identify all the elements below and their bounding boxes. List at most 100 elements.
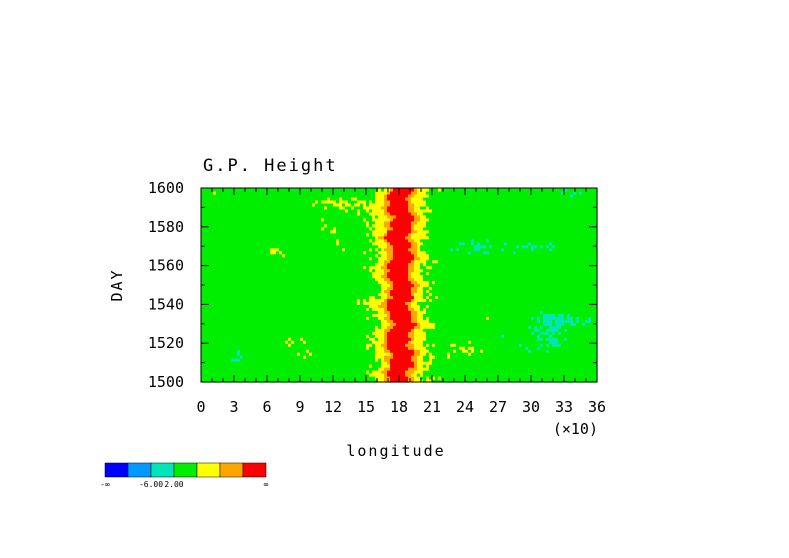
heatmap-cell	[390, 310, 394, 314]
heatmap-cell	[318, 307, 322, 311]
heatmap-cell	[576, 364, 580, 368]
heatmap-cell	[537, 361, 541, 365]
heatmap-cell	[441, 361, 445, 365]
heatmap-cell	[357, 310, 361, 314]
heatmap-cell	[405, 310, 409, 314]
heatmap-cell	[504, 271, 508, 276]
heatmap-cell	[264, 319, 268, 323]
heatmap-cell	[468, 343, 472, 347]
heatmap-cell	[216, 274, 220, 279]
heatmap-cell	[579, 286, 583, 291]
heatmap-cell	[297, 331, 301, 335]
heatmap-cell	[534, 355, 538, 359]
heatmap-cell	[309, 376, 313, 380]
heatmap-cell	[504, 298, 508, 303]
heatmap-cell	[540, 325, 544, 329]
heatmap-cell	[306, 274, 310, 279]
heatmap-cell	[582, 283, 586, 288]
heatmap-cell	[300, 334, 304, 338]
heatmap-cell	[408, 322, 412, 326]
heatmap-cell	[522, 346, 526, 350]
heatmap-cell	[567, 370, 571, 374]
heatmap-cell	[504, 289, 508, 294]
heatmap-cell	[531, 307, 535, 311]
heatmap-cell	[567, 277, 571, 282]
heatmap-cell	[438, 334, 442, 338]
heatmap-cell	[426, 304, 430, 308]
heatmap-cell	[363, 307, 367, 311]
heatmap-cell	[222, 313, 226, 317]
heatmap-cell	[270, 304, 274, 308]
heatmap-cell	[534, 370, 538, 374]
heatmap-cell	[477, 373, 481, 377]
heatmap-cell	[327, 292, 331, 297]
heatmap-cell	[264, 322, 268, 326]
heatmap-cell	[531, 361, 535, 365]
heatmap-cell	[522, 310, 526, 314]
heatmap-cell	[576, 355, 580, 359]
heatmap-cell	[531, 352, 535, 356]
heatmap-cell	[303, 328, 307, 332]
heatmap-cell	[438, 289, 442, 294]
heatmap-cell	[285, 268, 289, 273]
heatmap-cell	[264, 331, 268, 335]
heatmap-cell	[366, 367, 370, 371]
heatmap-cell	[519, 313, 523, 317]
heatmap-cell	[309, 334, 313, 338]
heatmap-cell	[327, 346, 331, 350]
heatmap-cell	[258, 313, 262, 317]
heatmap-cell	[237, 304, 241, 308]
heatmap-cell	[276, 364, 280, 368]
heatmap-cell	[456, 292, 460, 297]
heatmap-cell	[570, 340, 574, 344]
heatmap-cell	[348, 337, 352, 341]
heatmap-cell	[213, 346, 217, 350]
heatmap-cell	[399, 364, 403, 368]
heatmap-cell	[267, 352, 271, 356]
heatmap-cell	[213, 268, 217, 273]
heatmap-cell	[213, 307, 217, 311]
heatmap-cell	[210, 280, 214, 285]
heatmap-cell	[441, 271, 445, 276]
heatmap-cell	[594, 331, 598, 335]
heatmap-cell	[585, 325, 589, 329]
heatmap-cell	[474, 319, 478, 323]
heatmap-cell	[309, 304, 313, 308]
heatmap-cell	[213, 370, 217, 374]
heatmap-cell	[522, 268, 526, 273]
heatmap-cell	[510, 316, 514, 320]
heatmap-cell	[390, 358, 394, 362]
heatmap-cell	[438, 325, 442, 329]
heatmap-cell	[453, 322, 457, 326]
heatmap-cell	[390, 331, 394, 335]
heatmap-cell	[333, 355, 337, 359]
heatmap-cell	[297, 346, 301, 350]
heatmap-cell	[363, 274, 367, 279]
heatmap-cell	[378, 352, 382, 356]
heatmap-cell	[582, 361, 586, 365]
heatmap-cell	[288, 337, 292, 341]
heatmap-cell	[291, 280, 295, 285]
heatmap-cell	[534, 349, 538, 353]
heatmap-cell	[354, 313, 358, 317]
heatmap-cell	[333, 304, 337, 308]
heatmap-cell	[288, 373, 292, 377]
heatmap-cell	[363, 364, 367, 368]
heatmap-cell	[588, 301, 592, 305]
heatmap-cell	[477, 316, 481, 320]
heatmap-cell	[456, 349, 460, 353]
heatmap-cell	[519, 334, 523, 338]
heatmap-cell	[573, 370, 577, 374]
heatmap-cell	[543, 355, 547, 359]
heatmap-cell	[402, 349, 406, 353]
heatmap-cell	[258, 292, 262, 297]
heatmap-cell	[438, 277, 442, 282]
heatmap-cell	[477, 376, 481, 380]
heatmap-cell	[414, 349, 418, 353]
heatmap-cell	[300, 352, 304, 356]
heatmap-cell	[546, 307, 550, 311]
heatmap-cell	[438, 307, 442, 311]
heatmap-cell	[225, 310, 229, 314]
heatmap-cell	[393, 352, 397, 356]
heatmap-cell	[330, 370, 334, 374]
